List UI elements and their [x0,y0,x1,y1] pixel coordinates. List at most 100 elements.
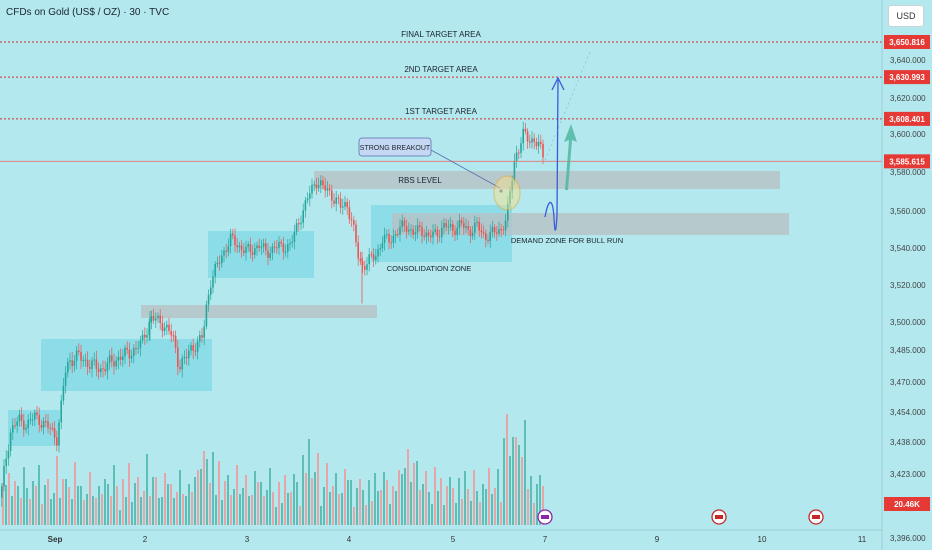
volume-bar [113,465,115,525]
candle-body [271,246,274,254]
candle-body [540,141,542,144]
volume-bar [167,484,169,525]
volume-bar [11,496,13,525]
volume-bar [59,498,61,525]
candle-body [245,246,247,254]
candle-body [97,368,100,373]
volume-bar [131,502,133,525]
candle-body [106,362,109,372]
breakout-point [499,189,503,193]
volume-bar [419,490,421,525]
candle-body [247,244,249,247]
candle-body [350,219,353,221]
candle-body [82,360,84,362]
candle-body [469,229,472,237]
volume-bar [458,478,460,525]
volume-bar [272,492,274,525]
volume-bar [485,489,487,525]
candle-body [515,152,518,161]
volume-bar [215,495,217,525]
candle-body [192,345,194,351]
volume-bar [518,445,520,525]
volume-bar [122,479,124,525]
demand-label: DEMAND ZONE FOR BULL RUN [511,236,623,245]
volume-bar [98,486,100,525]
volume-bar [386,480,388,525]
candle-body [67,361,69,373]
candle-body [216,262,219,265]
candle-body [5,458,7,467]
y-tick-label: 3,620.000 [890,94,926,103]
candle-body [18,414,21,422]
candle-body [335,197,337,204]
candle-body [25,427,27,430]
volume-bar [116,486,118,525]
volume-bar [374,473,376,525]
volume-bar [35,486,37,525]
volume-bar [362,490,364,525]
candle-body [159,315,161,324]
price-label: 3,650.816 [889,38,925,47]
candle-body [234,235,236,246]
volume-bar [437,491,439,525]
candle-body [478,221,480,231]
candle-body [531,138,533,143]
candle-body [423,236,425,238]
candle-body [333,200,335,204]
volume-bar [359,479,361,525]
candle-body [146,334,148,338]
volume-bar [5,485,7,525]
volume-bar [278,482,280,525]
volume-bar [299,506,301,525]
candle-body [533,138,535,142]
candle-body [100,368,102,373]
volume-bar [335,473,337,525]
candle-body [317,185,320,188]
candle-body [421,227,423,237]
candle-body [390,242,392,244]
volume-bar [509,456,511,525]
candle-body [287,244,289,252]
candle-body [223,250,225,256]
candle-body [53,428,56,438]
volume-bar [473,470,475,525]
candle-body [416,225,419,233]
candle-body [441,227,443,237]
volume-bar [443,505,445,525]
volume-bar [521,457,523,525]
candle-body [199,335,201,342]
currency-button[interactable]: USD [888,5,924,27]
event-flag [715,515,723,519]
candle-body [311,184,313,194]
price-label: 3,585.615 [889,157,925,166]
candle-body [190,345,192,351]
candle-body [520,143,522,153]
candle-body [60,400,62,423]
candle-body [370,254,373,256]
overlay-layer: FINAL TARGET AREA 2ND TARGET AREA 1ST TARG… [0,30,882,525]
volume-bar [389,504,391,525]
volume-bar [275,507,277,525]
projection-arrowhead [551,76,565,91]
volume-bar [320,506,322,525]
candle-body [104,369,106,372]
volume-bar [236,465,238,525]
candle-body [34,412,36,420]
candle-body [45,421,47,423]
volume-bar [530,476,532,525]
candles-layer [1,121,544,507]
candle-body [304,200,307,211]
candle-body [236,245,238,248]
volume-bar [425,471,427,525]
candle-body [331,190,333,201]
volume-bar [227,475,229,525]
volume-bar [182,494,184,525]
candle-body [500,229,502,231]
volume-bar [197,470,199,525]
volume-bar [500,502,502,525]
volume-bar [26,488,28,525]
volume-bar [377,491,379,525]
candle-body [179,366,181,370]
candle-body [113,361,115,367]
candle-body [306,198,309,201]
